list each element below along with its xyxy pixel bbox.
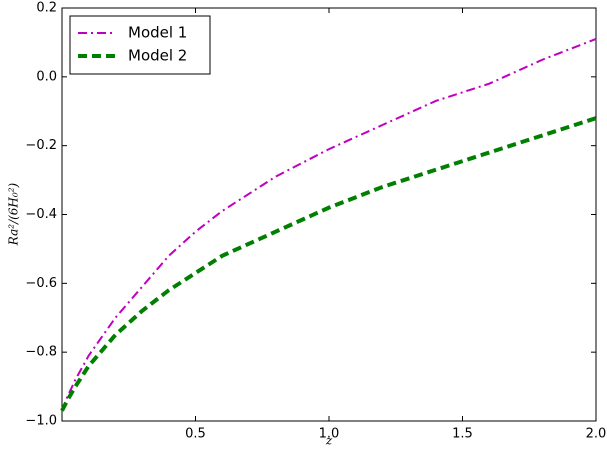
y-tick-label: 0.0 (36, 69, 57, 84)
x-tick-label: 0.5 (185, 427, 206, 442)
x-axis-label: z (325, 434, 333, 448)
legend-label: Model 2 (128, 47, 187, 65)
y-tick-label: −1.0 (25, 414, 57, 429)
y-axis-label: Ra²/(6H₀²) (7, 182, 21, 246)
series-line (60, 116, 597, 412)
legend-label: Model 1 (128, 24, 187, 42)
y-tick-label: −0.8 (25, 345, 57, 360)
y-tick-label: −0.4 (25, 207, 57, 222)
legend-box (69, 15, 211, 75)
x-tick-label: 1.5 (452, 427, 473, 442)
x-tick-label: 2.0 (586, 427, 607, 442)
x-tick-label: 1.0 (319, 427, 340, 442)
y-tick-label: −0.6 (25, 276, 57, 291)
y-tick-label: −0.2 (25, 138, 57, 153)
y-tick-label: 0.2 (36, 1, 57, 16)
series-line (61, 38, 597, 412)
